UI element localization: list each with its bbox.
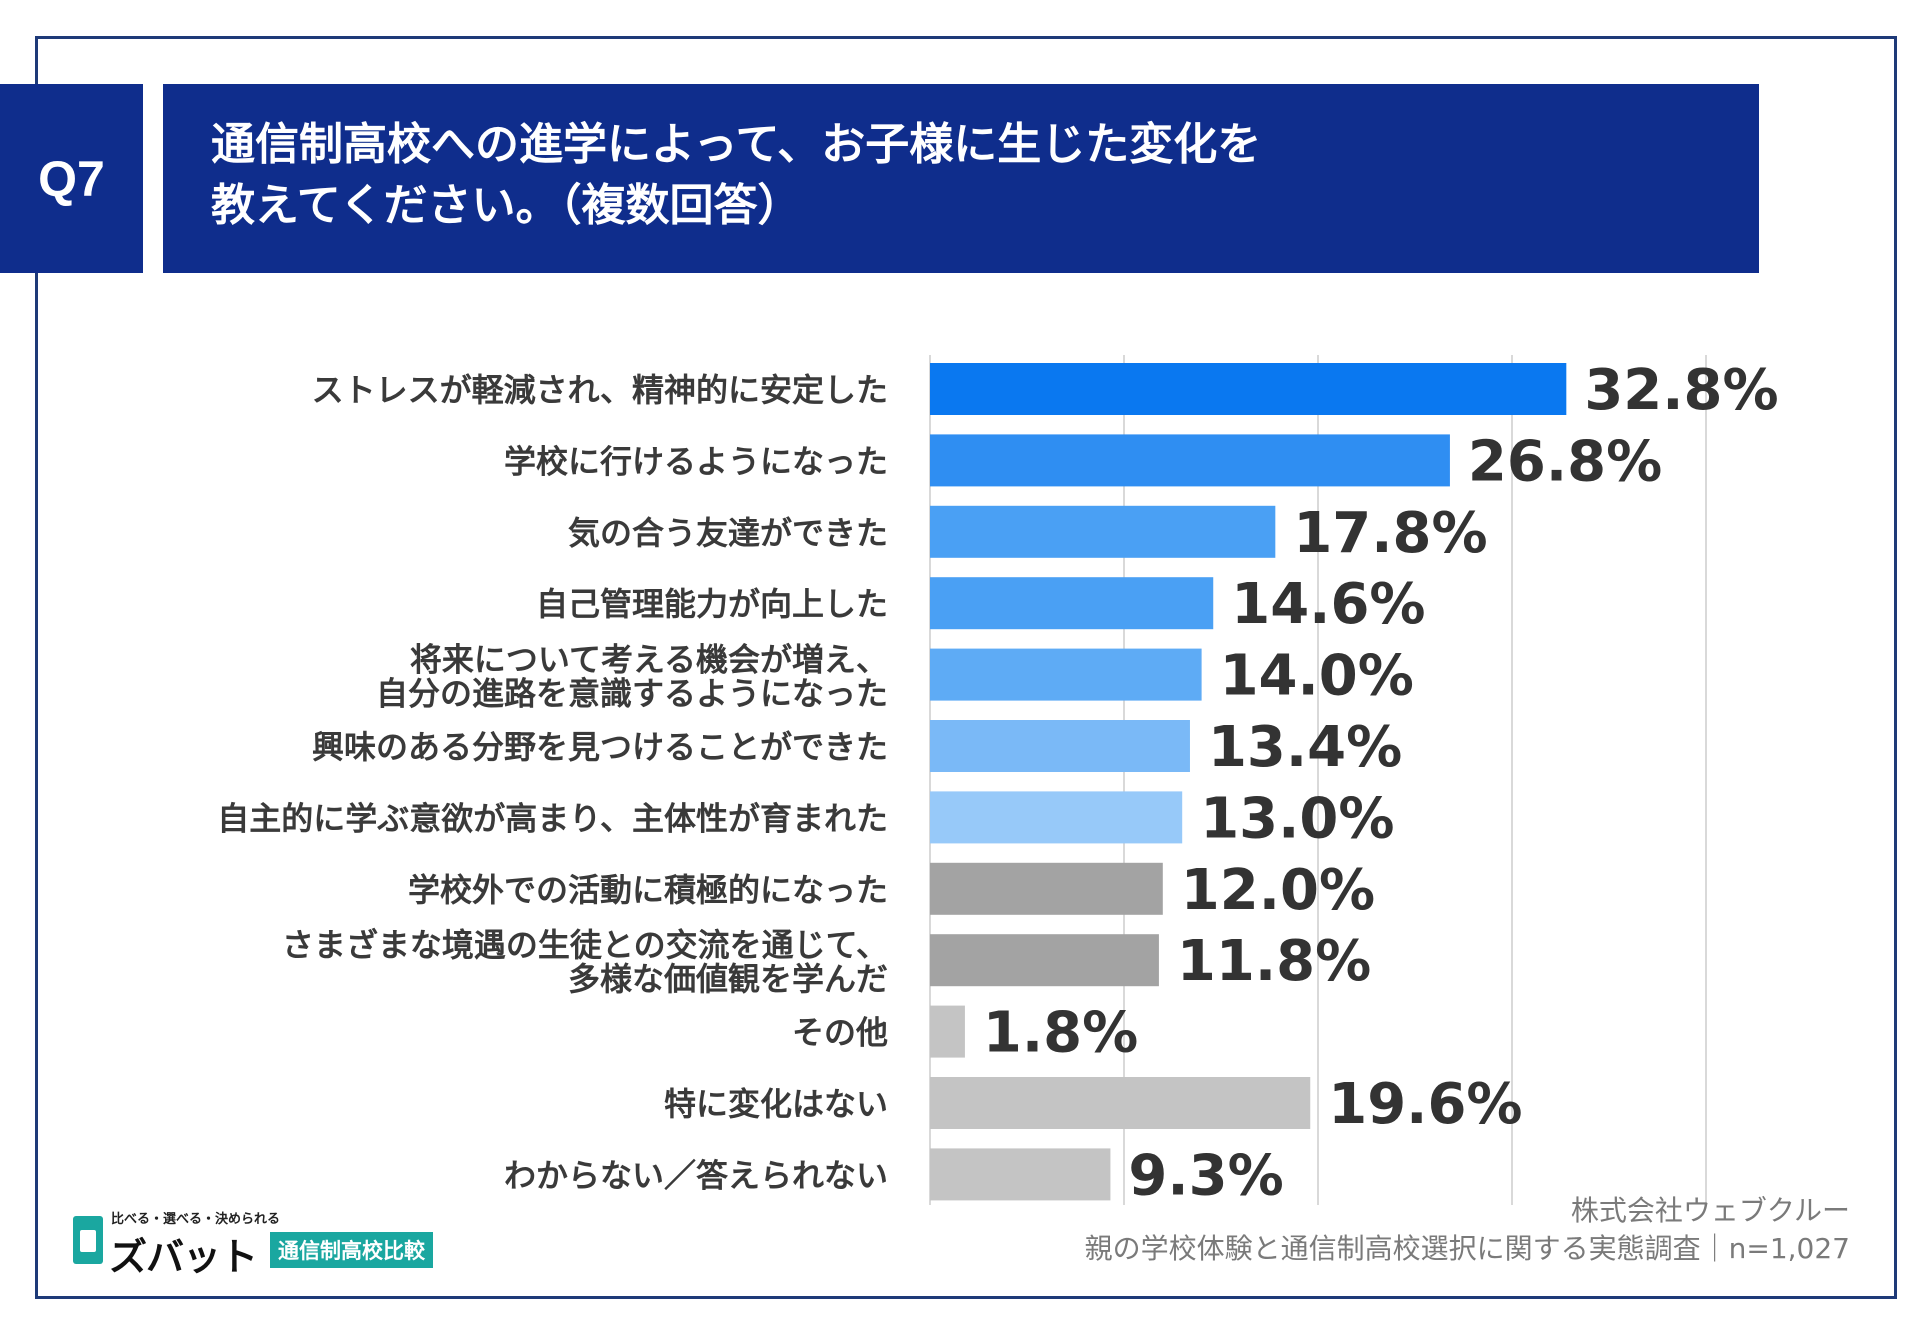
category-label-line: 自主的に学ぶ意欲が高まり、主体性が育まれた <box>217 799 888 837</box>
source-company: 株式会社ウェブクルー <box>1570 1194 1850 1227</box>
bar <box>930 577 1214 630</box>
category-label-line: さまざまな境遇の生徒との交流を通じて、 <box>282 926 888 964</box>
value-label: 12.0% <box>1181 858 1375 923</box>
question-title-line-1: 通信制高校への進学によって、お子様に生じた変化を <box>211 119 1262 170</box>
bar <box>930 1005 965 1058</box>
category-label-line: 自己管理能力が向上した <box>536 585 888 623</box>
category-label-line: 学校に行けるようになった <box>504 442 888 480</box>
category-label: さまざまな境遇の生徒との交流を通じて、多様な価値観を学んだ <box>282 926 888 998</box>
source-survey: 親の学校体験と通信制高校選択に関する実態調査｜n=1,027 <box>1084 1232 1850 1265</box>
value-label: 13.4% <box>1208 715 1402 780</box>
question-badge: Q7 <box>0 84 143 273</box>
value-label: 9.3% <box>1128 1143 1283 1208</box>
category-label-line: 多様な価値観を学んだ <box>568 960 888 998</box>
brand-tagline: 比べる・選べる・決められる <box>111 1212 281 1227</box>
category-label: 特に変化はない <box>664 1085 888 1123</box>
category-label: 気の合う友達ができた <box>568 514 888 552</box>
bar <box>930 363 1567 415</box>
category-label-line: 興味のある分野を見つけることができた <box>312 728 888 766</box>
brand-mark-icon <box>73 1216 103 1264</box>
value-label: 32.8% <box>1584 358 1778 423</box>
brand-sub-label: 通信制高校比較 <box>270 1232 433 1268</box>
outer-frame <box>35 36 1897 1299</box>
category-label: その他 <box>792 1014 888 1052</box>
value-label: 14.0% <box>1220 644 1414 709</box>
category-label: わからない／答えられない <box>504 1156 888 1194</box>
category-label-line: 特に変化はない <box>664 1085 888 1123</box>
bar <box>930 505 1276 558</box>
question-title: 通信制高校への進学によって、お子様に生じた変化を 教えてください。（複数回答） <box>163 84 1759 273</box>
category-label: 興味のある分野を見つけることができた <box>312 728 888 766</box>
value-label: 17.8% <box>1293 501 1487 566</box>
brand-logo-block: 比べる・選べる・決められる ズバット 通信制高校比較 <box>73 1208 493 1288</box>
category-label-line: ストレスが軽減され、精神的に安定した <box>312 371 888 409</box>
category-label-line: 自分の進路を意識するようになった <box>376 675 888 713</box>
brand-logo-text: ズバット <box>109 1235 258 1279</box>
bar <box>930 862 1163 915</box>
category-label: 自己管理能力が向上した <box>536 585 888 623</box>
value-label: 14.6% <box>1231 572 1425 637</box>
category-label-line: わからない／答えられない <box>504 1156 888 1194</box>
bar <box>930 934 1159 987</box>
bar <box>930 720 1190 772</box>
category-label: ストレスが軽減され、精神的に安定した <box>312 371 888 409</box>
category-label-line: 気の合う友達ができた <box>568 514 888 552</box>
category-label: 自主的に学ぶ意欲が高まり、主体性が育まれた <box>217 799 888 837</box>
value-label: 19.6% <box>1328 1072 1522 1137</box>
bar <box>930 791 1183 844</box>
category-label-line: 将来について考える機会が増え、 <box>410 641 888 679</box>
bar <box>930 1077 1311 1129</box>
value-label: 11.8% <box>1177 929 1371 994</box>
bar <box>930 648 1202 701</box>
value-label: 13.0% <box>1200 786 1394 851</box>
category-label: 学校に行けるようになった <box>504 442 888 480</box>
category-label: 将来について考える機会が増え、自分の進路を意識するようになった <box>376 641 888 713</box>
bar <box>930 434 1450 487</box>
category-label-line: 学校外での活動に積極的になった <box>408 871 888 909</box>
value-label: 1.8% <box>983 1001 1138 1066</box>
category-label: 学校外での活動に積極的になった <box>408 871 888 909</box>
question-title-line-2: 教えてください。（複数回答） <box>211 180 802 231</box>
category-label-line: その他 <box>792 1014 888 1052</box>
value-label: 26.8% <box>1468 429 1662 494</box>
source-note: 株式会社ウェブクルー 親の学校体験と通信制高校選択に関する実態調査｜n=1,02… <box>1085 1192 1850 1268</box>
bar <box>930 1148 1111 1201</box>
